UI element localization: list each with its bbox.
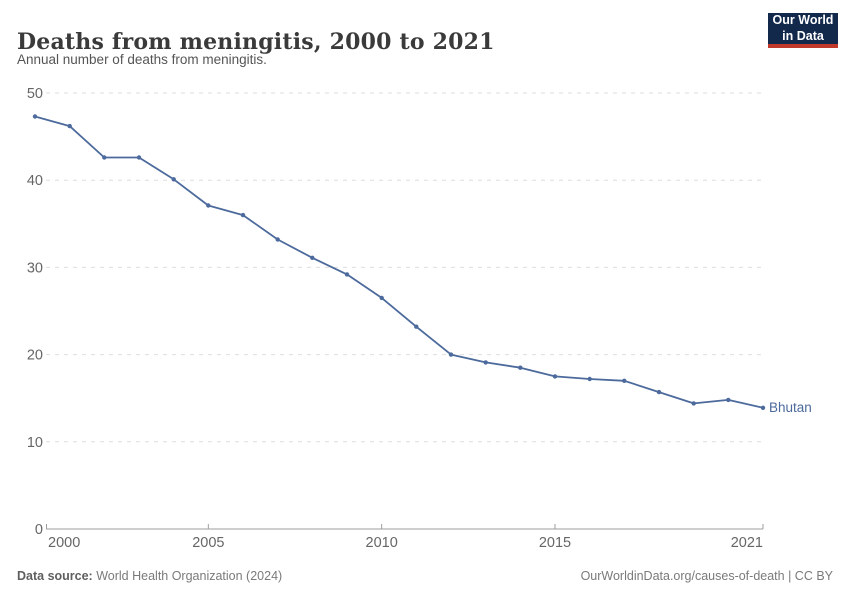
x-tick-label-2000: 2000 [48,535,80,551]
owid-logo-line1: Our World [772,13,834,28]
data-source: Data source: World Health Organization (… [17,569,282,583]
x-tick-label-2005: 2005 [192,535,224,551]
data-line-bhutan [34,115,764,409]
data-point-2015 [552,374,558,379]
data-point-2010 [379,295,384,301]
y-tick-label-0: 0 [35,522,43,538]
y-tick-label-50: 50 [27,86,43,102]
data-point-2014 [518,365,523,370]
data-point-2017 [622,378,627,383]
data-point-2000 [32,114,38,119]
data-point-2001 [67,123,72,129]
data-point-2007 [275,237,280,242]
data-point-2021 [760,405,766,410]
attribution-link[interactable]: OurWorldinData.org/causes-of-death | CC … [580,569,833,583]
data-source-value: World Health Organization (2024) [96,569,283,583]
chart-title: Deaths from meningitis, 2000 to 2021 [17,28,495,55]
data-point-2003 [136,155,142,160]
data-point-2002 [102,155,107,160]
y-tick-label-40: 40 [27,173,43,189]
chart-footer: Data source: World Health Organization (… [17,569,833,583]
data-point-2005 [206,203,211,208]
series-label-bhutan[interactable]: Bhutan [769,399,812,415]
data-point-2012 [448,352,454,357]
data-point-2004 [171,177,176,182]
data-point-2008 [310,255,315,260]
data-point-2009 [344,272,350,277]
data-point-2020 [726,397,731,403]
y-tick-label-30: 30 [27,260,43,276]
chart-subtitle: Annual number of deaths from meningitis. [17,52,267,67]
data-point-2016 [587,376,592,382]
owid-logo[interactable]: Our World in Data [768,13,838,48]
data-point-2013 [483,360,488,365]
y-tick-label-10: 10 [27,435,43,451]
owid-logo-line2: in Data [782,28,824,43]
data-point-2019 [691,401,696,406]
x-tick-label-2010: 2010 [366,535,398,551]
data-source-label: Data source: [17,569,93,583]
y-tick-label-20: 20 [27,348,43,364]
data-point-2018 [656,389,662,395]
x-tick-label-2021: 2021 [731,535,763,551]
x-tick-label-2015: 2015 [539,535,571,551]
data-point-2006 [240,212,246,218]
data-point-2011 [414,324,419,329]
